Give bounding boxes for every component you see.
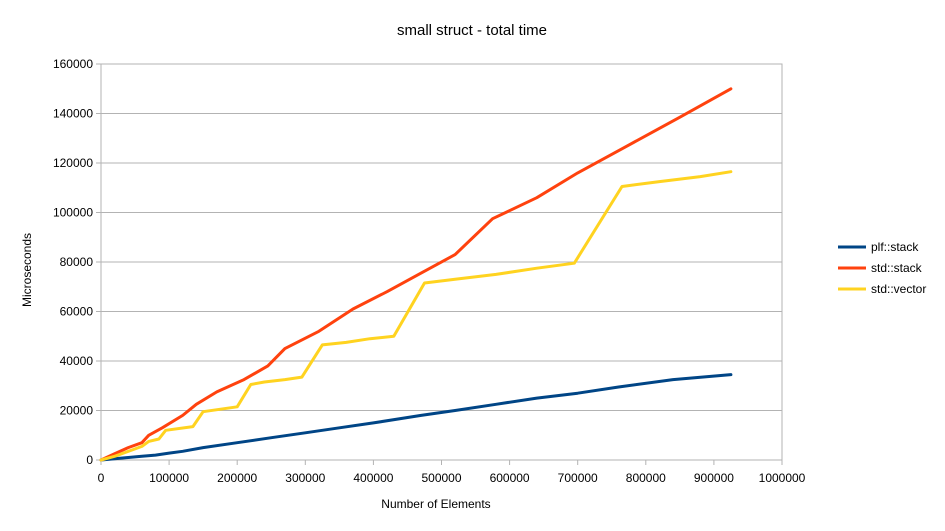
x-axis: 0 100000 200000 300000 400000 500000 600000 700… (98, 460, 806, 485)
series-line-plf-stack (99, 373, 733, 462)
x-tick-label: 500000 (421, 471, 461, 485)
x-tick-label: 0 (98, 471, 105, 485)
x-tick-label: 600000 (490, 471, 530, 485)
series-line-std-stack (99, 87, 733, 462)
chart-title: small struct - total time (397, 22, 547, 39)
y-tick-label: 160000 (53, 57, 93, 71)
y-tick-label: 140000 (53, 107, 93, 121)
series-lines (99, 87, 733, 462)
x-tick-label: 400000 (353, 471, 393, 485)
legend-label-plf-stack: plf::stack (871, 240, 919, 254)
y-axis: 0 20000 40000 60000 80000 100000 120000 140000 1… (53, 57, 101, 467)
legend-label-std-vector: std::vector (871, 282, 926, 296)
series-line-std-vector (99, 170, 733, 462)
y-tick-label: 20000 (60, 404, 94, 418)
x-tick-label: 100000 (149, 471, 189, 485)
x-tick-label: 1000000 (759, 471, 806, 485)
y-tick-label: 100000 (53, 206, 93, 220)
legend-label-std-stack: std::stack (871, 261, 923, 275)
x-tick-label: 900000 (694, 471, 734, 485)
x-tick-label: 700000 (558, 471, 598, 485)
y-tick-label: 0 (86, 453, 93, 467)
y-tick-label: 80000 (60, 255, 94, 269)
x-tick-label: 300000 (285, 471, 325, 485)
x-tick-label: 800000 (626, 471, 666, 485)
x-tick-label: 200000 (217, 471, 257, 485)
y-tick-label: 60000 (60, 305, 94, 319)
x-axis-label: Number of Elements (381, 497, 490, 511)
y-axis-label: Microseconds (20, 233, 34, 307)
y-tick-label: 40000 (60, 354, 94, 368)
y-tick-label: 120000 (53, 156, 93, 170)
